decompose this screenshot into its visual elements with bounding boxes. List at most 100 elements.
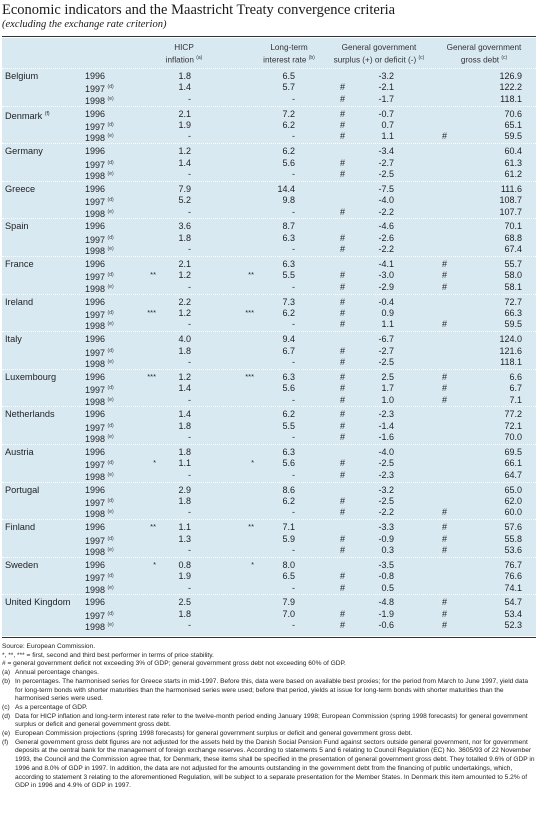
country-name: Denmark (f) (5, 110, 50, 121)
debt-criterion-marker: # (442, 383, 448, 394)
debt-criterion-marker: # (442, 597, 448, 608)
year-label: 1998 (e) (85, 471, 114, 482)
year-footnote-ref: (e) (107, 283, 114, 290)
long-term-rate-value: - (292, 469, 295, 480)
country-name: Sweden (5, 559, 39, 570)
year-label: 1997 (d) (85, 234, 114, 245)
gov-surplus-value: -3.2 (378, 484, 394, 495)
gov-surplus-value: -1.7 (378, 93, 394, 104)
country-footnote-ref: (f) (44, 110, 50, 117)
year-label: 1998 (e) (85, 283, 114, 294)
deficit-criterion-marker: # (340, 371, 346, 382)
footnote-text: Data for HICP inflation and long-term in… (15, 712, 528, 729)
gov-surplus-value: 1.1 (381, 131, 394, 142)
year-label: 1997 (d) (85, 497, 114, 508)
deficit-criterion-marker: # (340, 307, 346, 318)
gov-surplus-value: -0.9 (378, 533, 394, 544)
deficit-criterion-marker: # (340, 281, 346, 292)
gov-surplus-value: -3.0 (378, 270, 394, 281)
year-footnote-ref: (d) (107, 159, 114, 166)
long-term-rate-value: 8.6 (282, 484, 295, 495)
debt-criterion-marker: # (442, 620, 448, 631)
gov-debt-value: 60.0 (504, 507, 522, 518)
hicp-rank-marker: * (153, 458, 156, 468)
footnote-label: (d) (2, 712, 11, 720)
row-separator (2, 68, 536, 69)
gov-debt-value: 59.5 (504, 131, 522, 142)
gov-surplus-value: -2.7 (378, 157, 394, 168)
hicp-value: 1.8 (178, 345, 191, 356)
gov-debt-value: 118.1 (500, 93, 522, 104)
year-footnote-ref: (d) (107, 347, 114, 354)
deficit-criterion-marker: # (340, 270, 346, 281)
hicp-value: - (188, 469, 191, 480)
gov-surplus-value: -0.4 (378, 296, 394, 307)
gov-debt-value: 118.1 (500, 356, 522, 367)
gov-debt-value: 6.6 (509, 371, 522, 382)
deficit-criterion-marker: # (340, 608, 346, 619)
hicp-value: - (188, 507, 191, 518)
long-term-rate-value: 7.0 (282, 608, 295, 619)
year-label: 1997 (d) (85, 272, 114, 283)
debt-criterion-marker: # (442, 131, 448, 142)
gov-debt-value: 67.4 (504, 244, 522, 255)
footnote-text: Annual percentage changes. (15, 669, 99, 677)
year-label: 1998 (e) (85, 358, 114, 369)
gov-surplus-value: -3.3 (378, 522, 394, 533)
year-footnote-ref: (e) (107, 246, 114, 253)
hicp-value: - (188, 356, 191, 367)
gov-debt-value: 111.6 (500, 183, 522, 194)
year-label: 1998 (e) (85, 584, 114, 595)
year-footnote-ref: (d) (107, 610, 114, 617)
hicp-value: 2.1 (178, 108, 191, 119)
row-separator (2, 444, 536, 445)
hicp-value: 1.2 (178, 270, 191, 281)
page-subtitle: (excluding the exchange rate criterion) (2, 19, 167, 30)
hicp-value: 5.2 (178, 195, 191, 206)
gov-debt-value: 74.1 (504, 582, 522, 593)
long-term-rate-value: 5.9 (282, 533, 295, 544)
hicp-rank-marker: *** (147, 371, 156, 381)
year-footnote-ref: (d) (107, 460, 114, 467)
gov-debt-value: 54.7 (504, 597, 522, 608)
hicp-value: 1.9 (178, 571, 191, 582)
deficit-criterion-marker: # (340, 319, 346, 330)
long-term-rate-value: - (292, 206, 295, 217)
year-label: 1998 (e) (85, 321, 114, 332)
gov-debt-value: 6.7 (509, 383, 522, 394)
long-term-rate-value: - (292, 356, 295, 367)
hicp-rank-marker: *** (147, 307, 156, 317)
deficit-criterion-marker: # (340, 394, 346, 405)
year-label: 1998 (e) (85, 208, 114, 219)
year-footnote-ref: (d) (107, 121, 114, 128)
gov-surplus-value: -2.9 (378, 281, 394, 292)
gov-debt-value: 65.0 (504, 484, 522, 495)
gov-debt-value: 58.1 (504, 281, 522, 292)
long-term-rate-value: 5.5 (282, 270, 295, 281)
gov-debt-value: 76.6 (504, 571, 522, 582)
row-separator (2, 105, 536, 107)
gov-debt-value: 70.1 (504, 221, 522, 232)
long-term-rate-value: 6.2 (282, 495, 295, 506)
gov-surplus-value: -2.5 (378, 458, 394, 469)
debt-criterion-marker: # (442, 507, 448, 518)
deficit-criterion-marker: # (340, 582, 346, 593)
deficit-criterion-marker: # (340, 620, 346, 631)
deficit-criterion-marker: # (340, 409, 346, 420)
deficit-criterion-marker: # (340, 544, 346, 555)
deficit-criterion-marker: # (340, 82, 346, 93)
long-term-rate-value: 7.2 (282, 108, 295, 119)
hicp-value: 0.8 (178, 559, 191, 570)
hicp-value: - (188, 281, 191, 292)
hicp-value: - (188, 93, 191, 104)
header-long-term-rate: Long-term interest rate (b) (263, 43, 315, 65)
year-label: 1996 (85, 522, 106, 533)
long-term-rate-value: 14.4 (277, 183, 295, 194)
header-gov-surplus: General government surplus (+) or defici… (333, 43, 425, 65)
year-footnote-ref: (d) (107, 197, 114, 204)
gov-surplus-value: -3.2 (378, 71, 394, 81)
year-label: 1998 (e) (85, 509, 114, 520)
debt-criterion-marker: # (442, 270, 448, 281)
hicp-value: 1.8 (178, 420, 191, 431)
hicp-value: 2.5 (178, 597, 191, 608)
